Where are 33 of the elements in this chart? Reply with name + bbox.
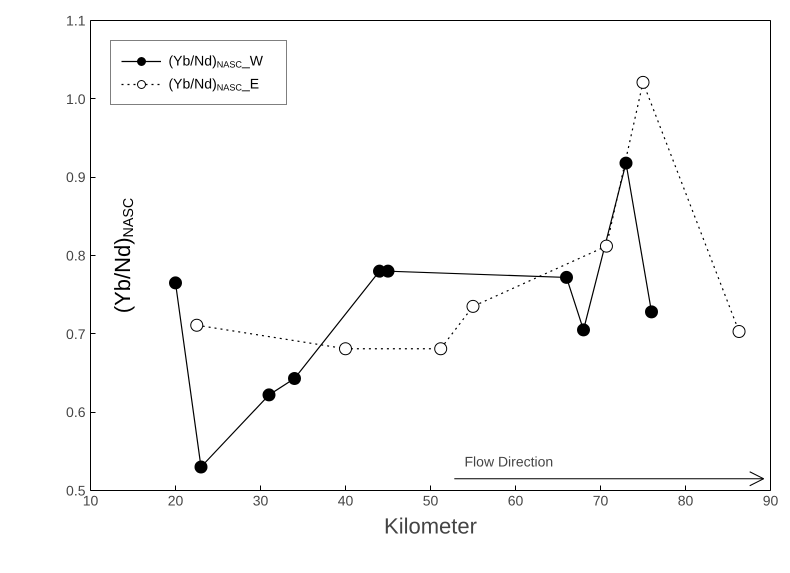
x-tick-label: 30 <box>252 492 268 508</box>
annotation: Flow Direction <box>464 453 554 470</box>
point <box>645 305 658 318</box>
x-tick-label: 50 <box>422 492 438 508</box>
point <box>262 388 276 402</box>
point <box>434 342 448 356</box>
y-tick-label: 0.7 <box>66 326 86 342</box>
point <box>560 270 573 284</box>
point <box>382 264 394 278</box>
y-tick-label: 0.6 <box>66 404 86 420</box>
point <box>600 240 613 253</box>
x-tick-label: 40 <box>338 492 354 508</box>
point <box>732 324 746 338</box>
point <box>190 318 204 332</box>
point <box>169 276 182 290</box>
point <box>620 156 632 170</box>
x-tick-label: 80 <box>678 492 694 508</box>
y-tick-label: 1.0 <box>66 90 86 107</box>
point <box>636 76 650 89</box>
point <box>577 323 590 336</box>
point <box>194 460 208 474</box>
y-axis-title: (Yb/Nd)NASC <box>110 198 138 314</box>
y-tick-label: 0.8 <box>66 248 86 264</box>
point <box>288 372 301 385</box>
point <box>466 300 480 313</box>
x-tick-label: 20 <box>168 492 184 508</box>
y-tick-label: 1.1 <box>66 12 86 28</box>
point <box>339 342 352 356</box>
x-axis-title: Kilometer <box>384 514 477 538</box>
x-tick-label: 70 <box>592 492 608 508</box>
y-tick-label: 0.9 <box>66 169 86 186</box>
x-tick-label: 60 <box>508 492 524 508</box>
x-tick-label: 90 <box>762 492 778 508</box>
